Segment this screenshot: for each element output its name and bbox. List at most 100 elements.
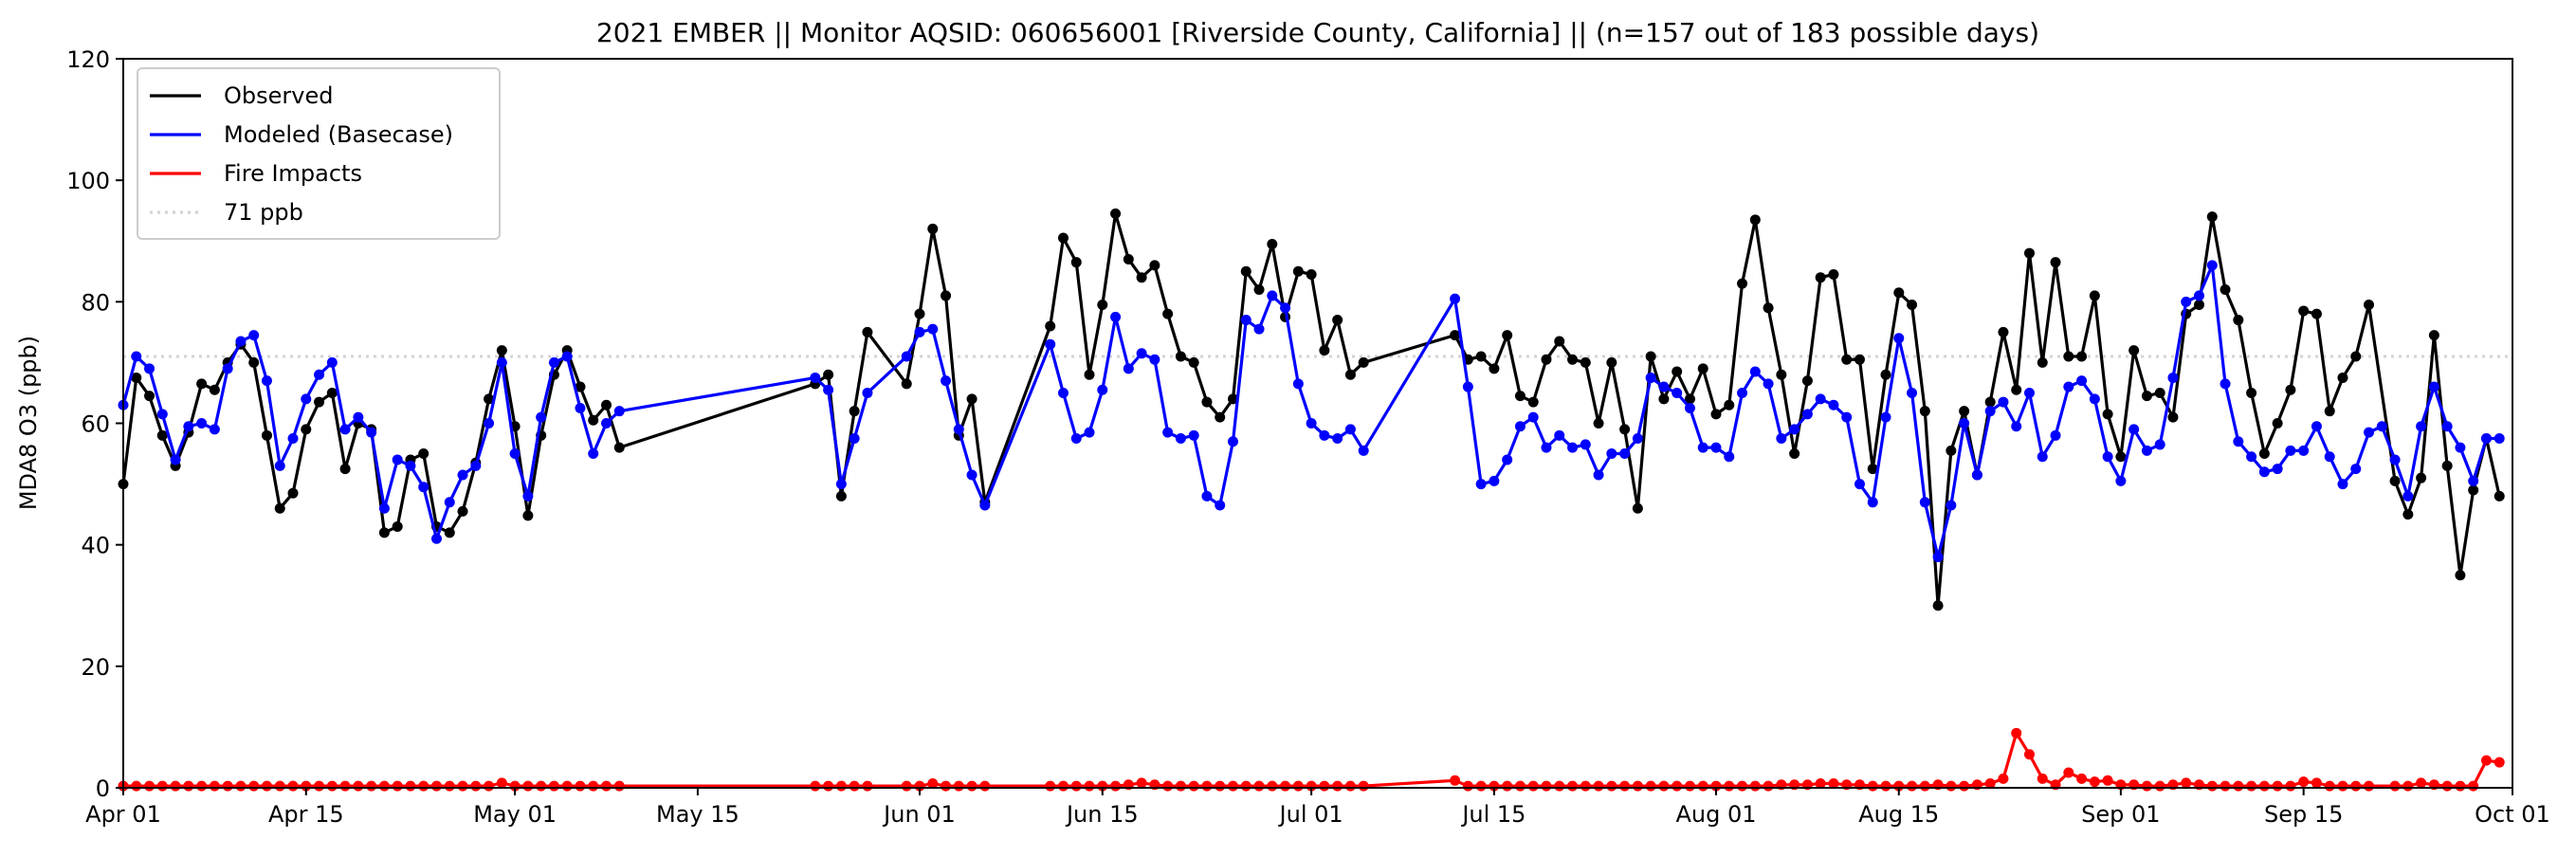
data-point — [979, 500, 991, 511]
data-point — [1123, 363, 1134, 374]
data-point — [418, 482, 429, 493]
data-point — [1332, 433, 1343, 445]
data-point — [2128, 345, 2140, 356]
data-point — [1084, 427, 1095, 438]
data-point — [457, 505, 468, 517]
data-point — [1240, 780, 1251, 792]
data-point — [2011, 727, 2022, 738]
data-point — [261, 780, 272, 792]
data-point — [1749, 780, 1761, 792]
data-point — [1215, 411, 1226, 423]
data-point — [588, 780, 599, 792]
data-point — [1697, 780, 1708, 792]
data-point — [835, 780, 847, 792]
data-point — [914, 308, 925, 319]
data-point — [575, 381, 586, 392]
data-point — [1946, 445, 1957, 456]
data-point — [1841, 411, 1853, 423]
data-point — [2455, 442, 2466, 453]
data-point — [1344, 369, 1356, 380]
data-point — [1514, 421, 1526, 432]
data-point — [2468, 475, 2479, 486]
data-point — [222, 363, 233, 374]
data-point — [901, 378, 912, 390]
data-point — [966, 780, 977, 792]
data-point — [1632, 502, 1643, 514]
data-point — [2063, 351, 2074, 362]
data-point — [1070, 433, 1082, 445]
data-point — [601, 418, 612, 428]
data-point — [2206, 260, 2218, 271]
x-tick-label: Oct 01 — [2475, 801, 2550, 828]
data-point — [430, 533, 442, 544]
data-point — [1580, 356, 1591, 368]
data-point — [1854, 479, 1865, 490]
data-point — [287, 487, 299, 499]
data-point — [823, 369, 834, 380]
data-point — [1801, 375, 1813, 387]
data-point — [1110, 780, 1122, 792]
data-point — [2246, 780, 2257, 792]
data-point — [2285, 780, 2296, 792]
data-point — [378, 780, 390, 792]
data-point — [1240, 265, 1251, 277]
data-point — [2167, 411, 2179, 423]
data-point — [1724, 399, 1735, 410]
data-point — [1175, 433, 1186, 445]
data-point — [2311, 308, 2322, 319]
data-point — [1907, 780, 1918, 792]
x-tick-label: Aug 01 — [1675, 801, 1756, 828]
data-point — [2089, 776, 2100, 788]
data-point — [339, 780, 351, 792]
data-point — [2337, 479, 2348, 490]
data-point — [1684, 393, 1695, 405]
data-point — [418, 448, 429, 460]
data-point — [1057, 232, 1069, 244]
data-point — [2494, 433, 2505, 445]
data-point — [1292, 780, 1304, 792]
data-point — [862, 780, 873, 792]
data-point — [1606, 780, 1617, 792]
data-point — [326, 356, 338, 368]
data-point — [170, 780, 181, 792]
data-point — [1801, 409, 1813, 420]
data-point — [314, 369, 325, 380]
data-point — [927, 778, 939, 790]
data-point — [2233, 780, 2244, 792]
data-point — [1672, 780, 1683, 792]
data-point — [2102, 409, 2113, 420]
data-point — [131, 351, 142, 362]
data-point — [156, 429, 168, 441]
data-point — [1070, 257, 1082, 268]
data-point — [1280, 780, 1291, 792]
data-point — [470, 780, 482, 792]
data-point — [2141, 445, 2152, 456]
data-point — [862, 326, 873, 337]
y-tick-label: 60 — [81, 411, 110, 438]
data-point — [1645, 372, 1656, 383]
data-point — [1188, 429, 1199, 441]
data-point — [2468, 484, 2479, 496]
data-point — [1489, 475, 1500, 486]
data-point — [575, 780, 586, 792]
data-point — [2324, 406, 2335, 417]
data-point — [2167, 372, 2179, 383]
data-point — [274, 460, 285, 471]
data-point — [470, 460, 482, 471]
data-point — [2416, 777, 2427, 789]
data-point — [1749, 214, 1761, 226]
data-point — [1045, 320, 1056, 332]
y-axis: 0 20 40 60 80 100 120 — [66, 46, 123, 802]
data-point — [274, 780, 285, 792]
data-point — [1710, 442, 1722, 453]
data-point — [1907, 300, 1918, 311]
data-point — [2194, 290, 2205, 301]
data-point — [1554, 780, 1565, 792]
data-point — [1658, 393, 1670, 405]
data-point — [2246, 451, 2257, 463]
data-point — [575, 402, 586, 413]
data-point — [314, 396, 325, 408]
data-point — [1893, 333, 1905, 344]
data-point — [1619, 448, 1631, 460]
data-point — [2272, 780, 2283, 792]
